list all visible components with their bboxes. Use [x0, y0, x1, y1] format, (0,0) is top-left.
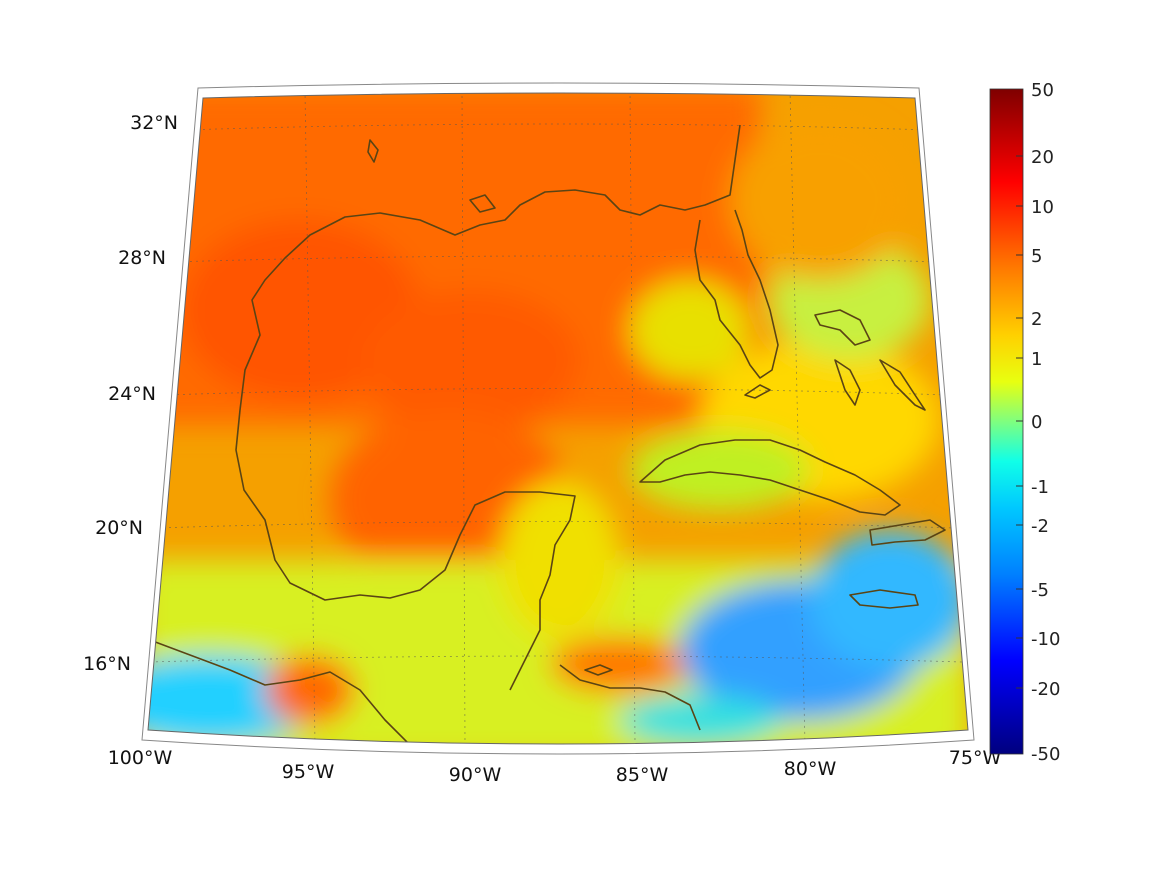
colorbar-tick-neg50: -50: [1031, 744, 1060, 765]
colorbar-tick-neg10: -10: [1031, 629, 1060, 650]
colorbar: 50 20 10 5 2 1 0 -1 -2 -5 -10 -20 -50: [989, 80, 1060, 765]
colorbar-tick-1: 1: [1031, 349, 1042, 370]
colorbar-ticks: [1016, 155, 1023, 689]
graticule: [149, 93, 963, 744]
lon-tick-85w: 85°W: [616, 764, 669, 786]
colorbar-tick-50: 50: [1031, 80, 1054, 101]
lon-tick-90w: 90°W: [449, 764, 502, 786]
data-field: [148, 93, 968, 744]
lat-tick-24: 24°N: [108, 383, 156, 405]
lon-tick-75w: 75°W: [949, 747, 1002, 769]
lon-tick-labels: 100°W 95°W 90°W 85°W 80°W 75°W: [108, 747, 1002, 786]
lon-tick-95w: 95°W: [282, 761, 335, 783]
colorbar-tick-neg2: -2: [1031, 516, 1049, 537]
lat-tick-16: 16°N: [83, 653, 131, 675]
colorbar-tick-10: 10: [1031, 197, 1054, 218]
colorbar-tick-0: 0: [1031, 412, 1042, 433]
map-outer-frame: [141, 82, 975, 755]
lon-tick-80w: 80°W: [784, 758, 837, 780]
lon-tick-100w: 100°W: [108, 747, 173, 769]
lat-tick-28: 28°N: [118, 247, 166, 269]
colorbar-tick-5: 5: [1031, 246, 1042, 267]
lat-tick-labels: 32°N 28°N 24°N 20°N 16°N: [83, 112, 178, 675]
lat-tick-20: 20°N: [95, 517, 143, 539]
colorbar-tick-neg5: -5: [1031, 580, 1049, 601]
map-frame: [147, 92, 969, 745]
coastlines: [149, 124, 946, 744]
colorbar-tick-neg1: -1: [1031, 477, 1049, 498]
colorbar-tick-neg20: -20: [1031, 679, 1060, 700]
colorbar-tick-20: 20: [1031, 147, 1054, 168]
colorbar-tick-2: 2: [1031, 309, 1042, 330]
lat-tick-32: 32°N: [130, 112, 178, 134]
